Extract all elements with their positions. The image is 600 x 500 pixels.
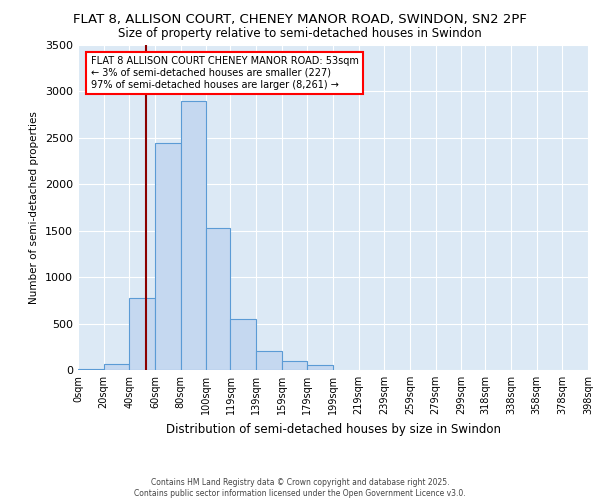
Bar: [129, 298, 155, 370]
Text: FLAT 8, ALLISON COURT, CHENEY MANOR ROAD, SWINDON, SN2 2PF: FLAT 8, ALLISON COURT, CHENEY MANOR ROAD…: [73, 12, 527, 26]
Bar: [230, 319, 256, 370]
Bar: [104, 364, 129, 370]
Text: FLAT 8 ALLISON COURT CHENEY MANOR ROAD: 53sqm
← 3% of semi-detached houses are s: FLAT 8 ALLISON COURT CHENEY MANOR ROAD: …: [91, 56, 359, 90]
Bar: [155, 142, 181, 370]
Bar: [256, 352, 282, 370]
Bar: [181, 100, 206, 370]
Bar: [307, 366, 333, 370]
Bar: [282, 360, 307, 370]
Bar: [78, 369, 104, 370]
X-axis label: Distribution of semi-detached houses by size in Swindon: Distribution of semi-detached houses by …: [166, 422, 500, 436]
Text: Size of property relative to semi-detached houses in Swindon: Size of property relative to semi-detach…: [118, 28, 482, 40]
Bar: [206, 228, 230, 370]
Y-axis label: Number of semi-detached properties: Number of semi-detached properties: [29, 111, 40, 304]
Text: Contains HM Land Registry data © Crown copyright and database right 2025.
Contai: Contains HM Land Registry data © Crown c…: [134, 478, 466, 498]
